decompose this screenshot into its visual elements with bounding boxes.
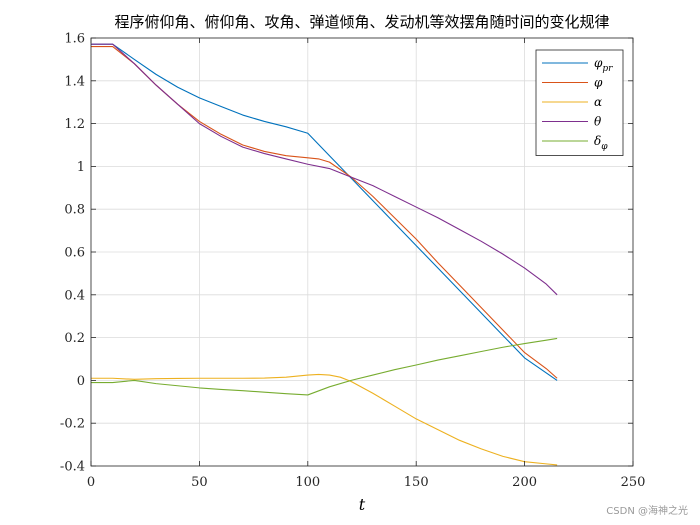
- y-tick-label: 0: [77, 374, 85, 389]
- x-axis-label: t: [359, 495, 366, 514]
- x-tick-label: 50: [191, 475, 208, 490]
- y-tick-label: 0.6: [64, 246, 85, 261]
- legend-label-2: α: [594, 95, 602, 109]
- y-tick-label: -0.4: [60, 460, 85, 475]
- x-tick-label: 200: [512, 475, 537, 490]
- legend-label-3: θ: [594, 115, 602, 129]
- chart-title: 程序俯仰角、俯仰角、攻角、弹道倾角、发动机等效摆角随时间的变化规律: [114, 13, 609, 31]
- x-tick-label: 250: [621, 475, 646, 490]
- y-tick-label: -0.2: [60, 417, 85, 432]
- y-tick-label: 0.2: [64, 331, 85, 346]
- series-line-4: [91, 337, 558, 396]
- legend-label-0: φpr: [594, 56, 613, 74]
- y-tick-label: 1.4: [64, 74, 85, 89]
- y-tick-label: 1.6: [64, 32, 85, 47]
- series-line-0: [91, 43, 558, 381]
- watermark: CSDN @海神之光: [606, 504, 688, 517]
- y-tick-label: 1: [77, 160, 85, 175]
- y-tick-label: 0.4: [64, 288, 85, 303]
- legend-box: [535, 49, 624, 156]
- legend-label-4: δφ: [594, 134, 608, 152]
- plot-area: 0 50 100 150 200 250 -0.4 -0.2 0 0.2 0.4 0.6 0.8 1 1.2…: [60, 32, 645, 491]
- y-tick-label: 0.8: [64, 203, 85, 218]
- x-tick-label: 100: [295, 475, 320, 490]
- x-tick-label: 150: [404, 475, 429, 490]
- series-line-2: [91, 373, 558, 466]
- x-tick-label: 0: [87, 475, 95, 490]
- legend: φpr φαθ δφ: [535, 49, 624, 156]
- series-line-3: [91, 43, 558, 296]
- legend-label-1: φ: [594, 76, 603, 90]
- y-tick-label: 1.2: [64, 117, 85, 132]
